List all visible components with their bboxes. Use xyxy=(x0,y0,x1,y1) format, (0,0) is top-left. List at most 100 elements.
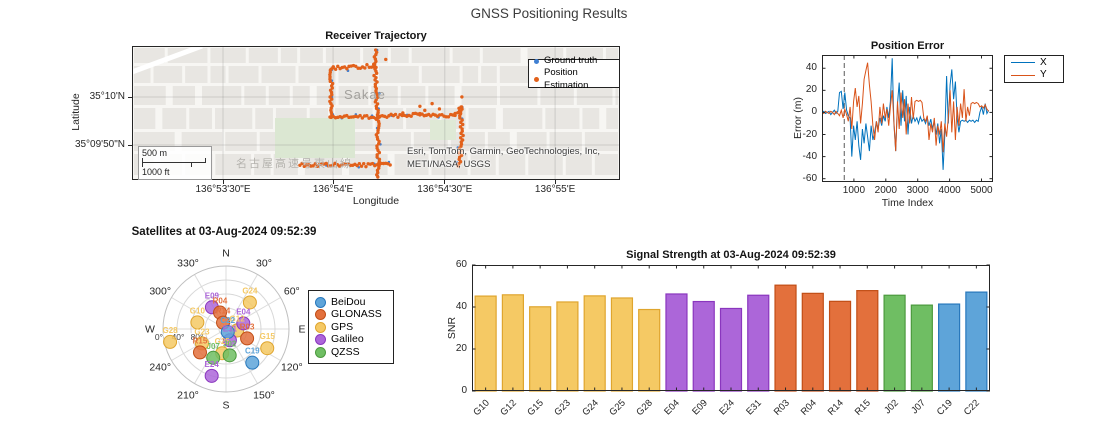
legend-label: Y xyxy=(1040,69,1047,80)
snr-bar-R03 xyxy=(774,284,797,392)
position-estimation-dots xyxy=(298,48,465,179)
snr-panel xyxy=(472,264,990,392)
satellite-G10 xyxy=(190,315,205,330)
error-y-tick-label: -60 xyxy=(802,172,817,184)
satellite-J02 xyxy=(222,348,237,363)
svg-text:R14: R14 xyxy=(216,307,231,316)
legend-label: GPS xyxy=(331,320,354,333)
snr-bar-E04 xyxy=(665,293,688,392)
skyplot-legend-item: QZSS xyxy=(315,346,387,359)
map-legend-item: Ground truth xyxy=(534,55,614,68)
trajectory-map-panel: Sakae 名古屋高速号東山線 Esri, TomTom, Garmin, Ge… xyxy=(131,43,620,180)
legend-marker-icon xyxy=(534,77,539,83)
svg-text:C22: C22 xyxy=(220,316,235,325)
legend-label: Position Estimation xyxy=(544,67,589,91)
snr-bar-R15 xyxy=(856,290,879,392)
svg-text:G23: G23 xyxy=(194,327,210,336)
satellite-E24 xyxy=(204,368,219,383)
map-x-tick-label: 136°55'E xyxy=(534,184,576,195)
snr-ylabel: SNR xyxy=(446,316,458,340)
legend-label: QZSS xyxy=(331,345,360,358)
legend-marker-icon xyxy=(315,334,326,345)
map-scale-imperial-bar xyxy=(142,161,192,167)
svg-text:N: N xyxy=(222,248,230,260)
skyplot-title: Satellites at 03-Aug-2024 09:52:39 xyxy=(131,226,317,238)
snr-y-tick-label: 40 xyxy=(455,301,467,312)
error-x-tick-label: 5000 xyxy=(970,185,993,196)
map-x-tick-label: 136°54'30"E xyxy=(417,184,473,195)
error-title: Position Error xyxy=(870,40,945,52)
legend-label: Galileo xyxy=(331,333,364,346)
satellite-J07 xyxy=(206,350,221,365)
legend-label: Ground truth xyxy=(544,54,598,66)
error-y-tick-label: -40 xyxy=(802,150,817,162)
map-x-tick xyxy=(332,180,334,184)
svg-text:G10: G10 xyxy=(190,306,206,315)
skyplot-legend: BeiDou GLONASS GPS Galileo QZSS xyxy=(308,290,394,364)
satellite-G28 xyxy=(163,334,178,349)
map-legend-item: Position Estimation xyxy=(534,67,614,92)
map-park-small xyxy=(430,120,456,140)
svg-text:300°: 300° xyxy=(149,286,171,298)
satellite-G15 xyxy=(260,341,275,356)
map-x-tick-label: 136°54'E xyxy=(312,184,354,195)
svg-text:E24: E24 xyxy=(205,360,220,369)
map-park xyxy=(275,118,355,158)
legend-line-icon xyxy=(1011,74,1035,76)
skyplot-panel: N 30° 60° E 120° 150° S 210° 240° W 300° 330° 0° 40° 8… xyxy=(138,242,314,414)
svg-text:G24: G24 xyxy=(242,286,258,295)
snr-canvas xyxy=(472,264,990,392)
error-x-tick-label: 2000 xyxy=(874,185,897,196)
position-error-panel xyxy=(822,55,993,182)
svg-text:J07: J07 xyxy=(207,342,221,351)
svg-text:330°: 330° xyxy=(177,258,199,270)
svg-text:C19: C19 xyxy=(245,347,260,356)
error-xlabel: Time Index xyxy=(881,197,934,209)
snr-bar-J02 xyxy=(883,294,906,392)
snr-bar-E09 xyxy=(692,300,715,392)
map-scale-metric-bar xyxy=(142,158,206,163)
snr-bar-G15 xyxy=(529,306,552,392)
map-scalebar: 500 m 1000 ft xyxy=(138,146,212,180)
snr-bar-G24 xyxy=(583,295,606,392)
error-y-tick-label: -20 xyxy=(802,128,817,140)
snr-bar-C22 xyxy=(965,291,988,392)
snr-bar-C19 xyxy=(938,303,961,392)
snr-bar-G28 xyxy=(638,308,661,392)
snr-bar-R04 xyxy=(801,292,824,392)
svg-text:E: E xyxy=(298,324,305,336)
satellite-C19 xyxy=(245,355,260,370)
legend-marker-icon xyxy=(315,309,326,320)
map-x-tick-label: 136°53'30"E xyxy=(195,184,251,195)
svg-text:E09: E09 xyxy=(205,291,220,300)
map-xlabel: Longitude xyxy=(352,195,400,207)
map-y-tick-label: 35°10'N xyxy=(89,91,125,103)
snr-y-tick-label: 0 xyxy=(461,385,467,396)
svg-text:240°: 240° xyxy=(149,362,171,374)
svg-text:30°: 30° xyxy=(256,258,272,270)
map-x-tick xyxy=(554,180,556,184)
svg-text:E04: E04 xyxy=(236,307,251,316)
skyplot-compass-labels: N 30° 60° E 120° 150° S 210° 240° W 300° 330° xyxy=(145,248,305,412)
skyplot-legend-item: Galileo xyxy=(315,333,387,346)
snr-bar-J07 xyxy=(910,304,933,392)
map-scale-metric-label: 500 m xyxy=(142,148,168,158)
svg-text:60°: 60° xyxy=(284,286,300,298)
error-x-tick-label: 1000 xyxy=(842,185,866,196)
legend-marker-icon xyxy=(315,296,326,308)
error-y-tick-label: 20 xyxy=(805,84,817,96)
satellite-E04 xyxy=(236,316,251,331)
snr-bar-E31 xyxy=(747,294,770,392)
map-y-tick-label: 35°09'50"N xyxy=(74,139,125,151)
svg-text:G12: G12 xyxy=(230,315,246,324)
skyplot-legend-item: BeiDou xyxy=(315,296,387,309)
satellite-G24 xyxy=(242,295,257,310)
map-legend: Ground truth Position Estimation xyxy=(528,55,620,91)
satellite-R15 xyxy=(192,345,207,360)
map-road-label: 名古屋高速号東山線 xyxy=(236,158,353,170)
satellite-R03 xyxy=(240,331,255,346)
svg-text:G15: G15 xyxy=(260,332,276,341)
svg-text:150°: 150° xyxy=(253,389,275,401)
